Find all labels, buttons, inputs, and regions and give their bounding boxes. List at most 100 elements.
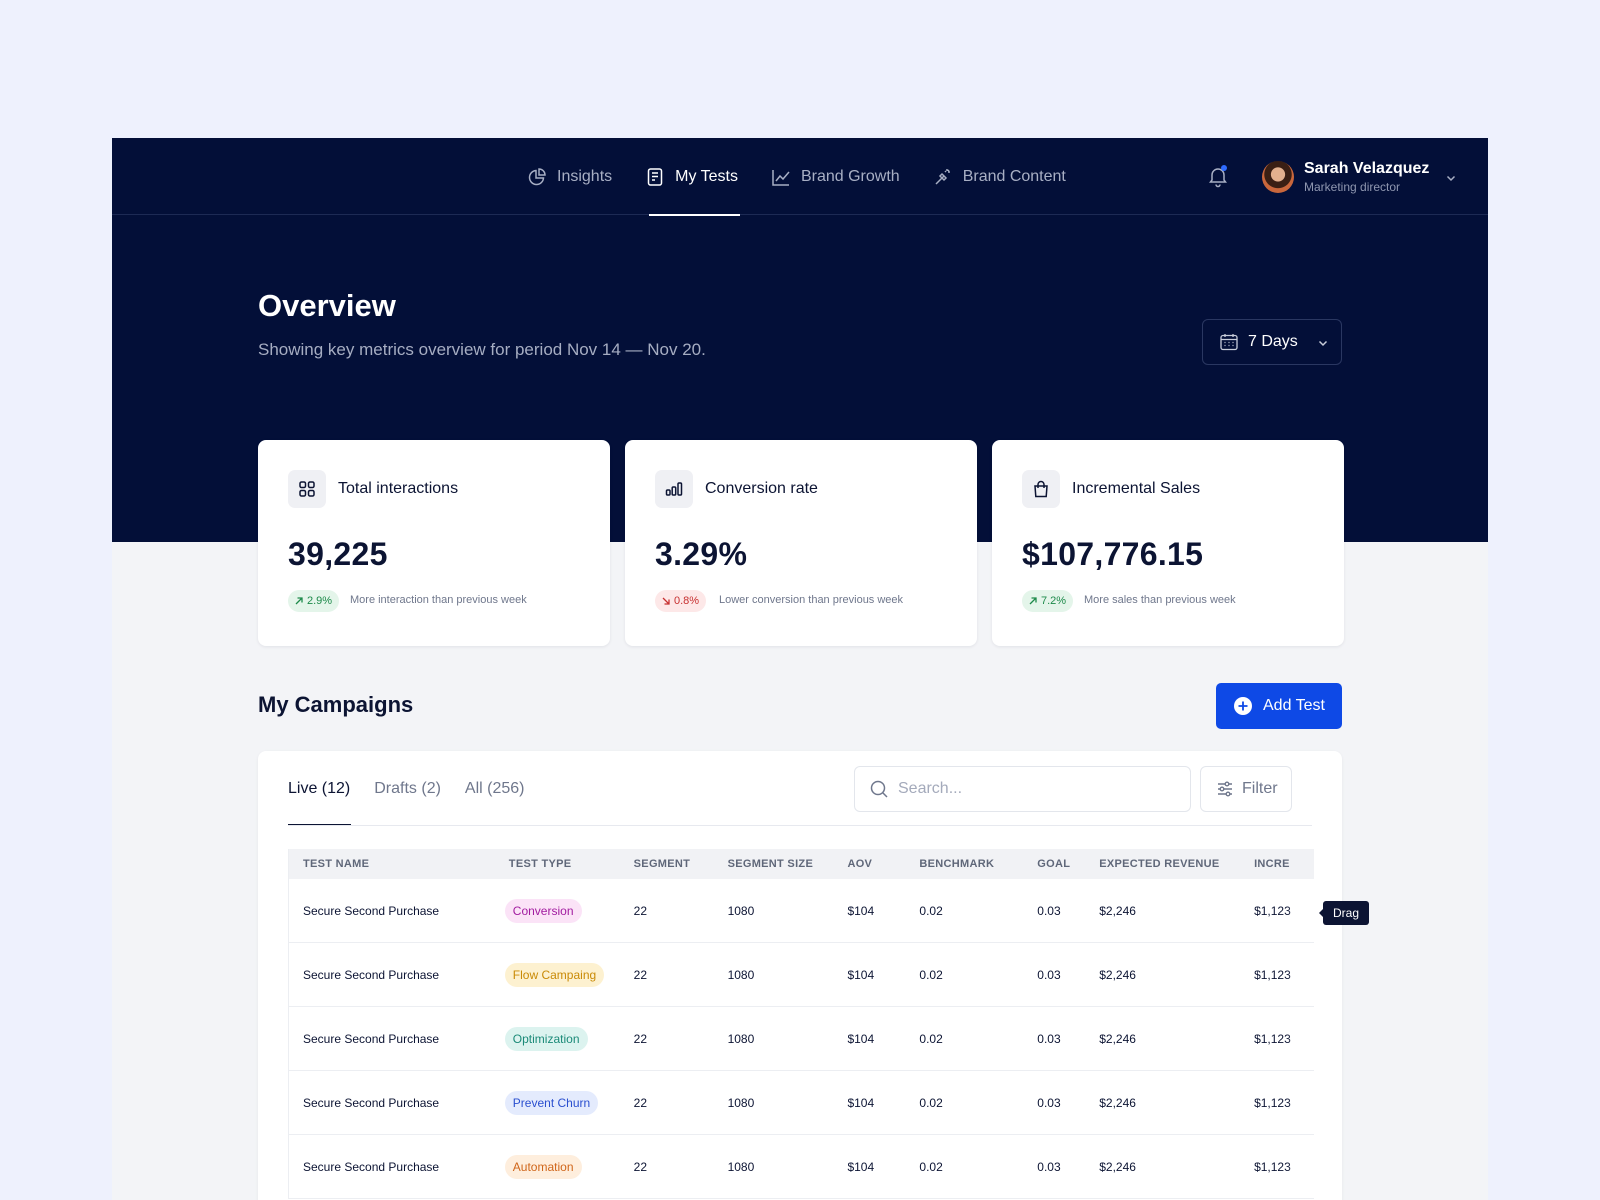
metric-delta: 2.9% — [307, 595, 333, 607]
cell-goal: 0.03 — [1037, 903, 1061, 918]
campaign-tabs: Live (12) Drafts (2) All (256) — [288, 751, 549, 826]
campaigns-panel: Live (12) Drafts (2) All (256) Filter TE… — [258, 751, 1342, 1200]
metric-value: $107,776.15 — [1022, 536, 1204, 572]
user-menu[interactable]: Sarah Velazquez Marketing director — [1262, 159, 1457, 195]
cell-segment: 22 — [633, 1031, 648, 1046]
page-subtitle: Showing key metrics overview for period … — [258, 340, 706, 359]
tab-all[interactable]: All (256) — [464, 779, 525, 797]
bar-chart-icon — [665, 482, 683, 496]
cell-aov: $104 — [847, 1159, 875, 1174]
column-header[interactable]: SEGMENT — [633, 858, 691, 870]
column-header[interactable]: TEST TYPE — [508, 858, 572, 870]
metric-delta-badge: 0.8% — [655, 590, 707, 612]
table-row[interactable]: Secure Second Purchase Conversion 22 108… — [289, 879, 1314, 943]
cell-segment-size: 1080 — [727, 903, 755, 918]
table-row[interactable]: Secure Second Purchase Prevent Churn 22 … — [289, 1071, 1314, 1135]
test-type-tag: Conversion — [504, 898, 582, 923]
period-value: 7 Days — [1248, 333, 1298, 350]
metric-delta-badge: 2.9% — [288, 590, 340, 612]
user-name: Sarah Velazquez — [1304, 160, 1430, 177]
nav-item-insights[interactable]: Insights — [527, 138, 612, 215]
chevron-down-icon — [1447, 175, 1456, 182]
cell-incremental: $1,123 — [1254, 967, 1291, 982]
user-role: Marketing director — [1304, 180, 1401, 194]
cell-segment-size: 1080 — [727, 1031, 755, 1046]
table-header: TEST NAME TEST TYPE SEGMENT SEGMENT SIZE… — [289, 849, 1314, 879]
notification-button[interactable] — [1206, 164, 1230, 188]
metric-icon-wrap — [1022, 470, 1060, 508]
document-icon — [647, 167, 663, 186]
nav-item-label: My Tests — [675, 167, 738, 185]
column-header[interactable]: INCRE — [1254, 858, 1290, 870]
nav-item-label: Insights — [557, 167, 613, 185]
period-select[interactable]: 7 Days — [1202, 319, 1342, 365]
cell-benchmark: 0.02 — [919, 903, 943, 918]
bell-icon — [1209, 168, 1227, 188]
column-header[interactable]: GOAL — [1037, 858, 1071, 870]
column-header[interactable]: BENCHMARK — [919, 858, 995, 870]
cell-goal: 0.03 — [1037, 1159, 1061, 1174]
cell-test-name: Secure Second Purchase — [303, 903, 440, 918]
column-header[interactable]: EXPECTED REVENUE — [1099, 858, 1220, 870]
cell-segment: 22 — [633, 903, 648, 918]
table-row[interactable]: Secure Second Purchase Automation 22 108… — [289, 1135, 1314, 1199]
cell-segment-size: 1080 — [727, 967, 755, 982]
arrow-up-right-icon — [1029, 597, 1037, 605]
tab-divider — [288, 825, 1312, 826]
metric-icon-wrap — [288, 470, 326, 508]
column-header[interactable]: TEST NAME — [303, 858, 370, 870]
nav-item-label: Brand Growth — [800, 167, 900, 185]
avatar — [1262, 161, 1294, 193]
cell-segment-size: 1080 — [727, 1159, 755, 1174]
cell-expected-revenue: $2,246 — [1099, 1159, 1136, 1174]
app-window: Insights My Tests Brand Growth — [112, 138, 1488, 1200]
filter-button[interactable]: Filter — [1200, 766, 1292, 812]
search-box[interactable] — [854, 766, 1191, 812]
nav-item-brand-content[interactable]: Brand Content — [933, 138, 1066, 215]
sliders-icon — [1218, 781, 1232, 797]
chevron-down-icon — [1318, 340, 1328, 347]
section-title: My Campaigns — [258, 692, 414, 717]
page-title: Overview — [258, 288, 396, 323]
metric-card-total-interactions: Total interactions 39,225 2.9% More inte… — [258, 440, 610, 646]
cell-test-type: Automation — [504, 1154, 633, 1179]
add-test-label: Add Test — [1263, 697, 1325, 714]
cell-aov: $104 — [847, 1095, 875, 1110]
cell-segment: 22 — [633, 967, 648, 982]
cell-goal: 0.03 — [1037, 967, 1061, 982]
metric-value: 3.29% — [655, 536, 748, 572]
add-test-button[interactable]: Add Test — [1216, 683, 1342, 729]
drag-tooltip: Drag — [1318, 901, 1370, 925]
metric-delta-badge: 7.2% — [1022, 590, 1074, 612]
plus-circle-icon — [1234, 697, 1252, 715]
nav-item-brand-growth[interactable]: Brand Growth — [771, 138, 900, 215]
cell-test-name: Secure Second Purchase — [303, 1095, 440, 1110]
metric-title: Conversion rate — [705, 480, 818, 497]
cell-benchmark: 0.02 — [919, 1159, 943, 1174]
cell-incremental: $1,123 — [1254, 1031, 1291, 1046]
search-input[interactable] — [898, 780, 1168, 798]
table-row[interactable]: Secure Second Purchase Flow Campaing 22 … — [289, 943, 1314, 1007]
tab-live[interactable]: Live (12) — [288, 751, 352, 826]
cell-incremental: $1,123 — [1254, 903, 1291, 918]
pie-chart-icon — [528, 167, 546, 185]
test-type-tag: Flow Campaing — [504, 962, 605, 987]
nav-item-label: Brand Content — [962, 167, 1066, 185]
nav-item-my-tests[interactable]: My Tests — [645, 138, 740, 216]
table-row[interactable]: Secure Second Purchase Optimization 22 1… — [289, 1007, 1314, 1071]
cell-test-name: Secure Second Purchase — [303, 967, 440, 982]
tab-drafts[interactable]: Drafts (2) — [374, 779, 441, 797]
cell-aov: $104 — [847, 967, 875, 982]
metric-delta: 7.2% — [1041, 595, 1067, 607]
cell-test-type: Flow Campaing — [504, 962, 633, 987]
metric-note: Lower conversion than previous week — [719, 594, 904, 606]
search-icon — [870, 780, 888, 798]
arrow-up-right-icon — [295, 597, 303, 605]
column-header[interactable]: AOV — [847, 858, 873, 870]
cell-test-type: Prevent Churn — [504, 1090, 633, 1115]
cell-incremental: $1,123 — [1254, 1095, 1291, 1110]
metric-note: More interaction than previous week — [350, 594, 527, 606]
metric-title: Incremental Sales — [1072, 480, 1201, 497]
column-header[interactable]: SEGMENT SIZE — [727, 858, 814, 870]
cell-expected-revenue: $2,246 — [1099, 967, 1136, 982]
